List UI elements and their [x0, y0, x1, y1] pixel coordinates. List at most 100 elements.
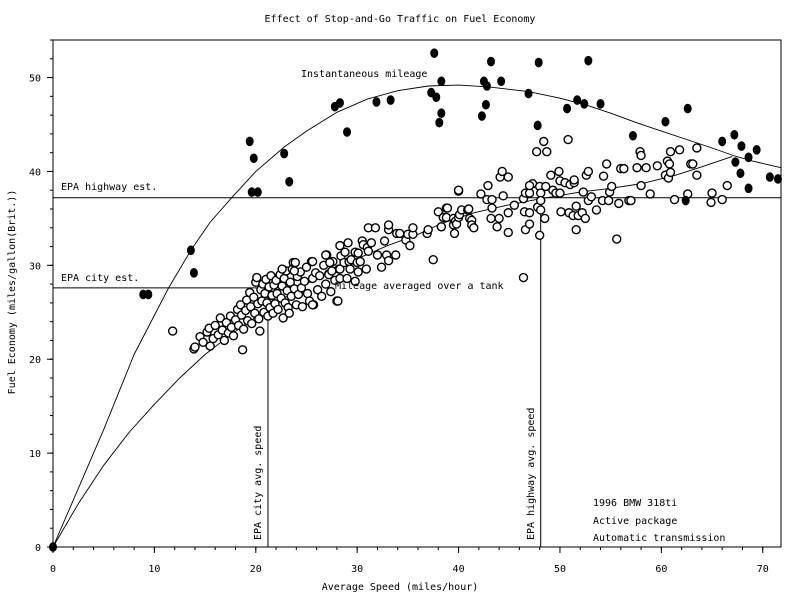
car-transmission-label: Automatic transmission	[593, 533, 725, 544]
chart-title: Effect of Stop-and-Go Traffic on Fuel Ec…	[265, 14, 536, 25]
instantaneous-mileage-point	[533, 120, 542, 131]
label-epa-city-avg-speed: EPA city avg. speed	[253, 426, 264, 540]
averaged-mileage-point	[335, 240, 345, 251]
averaged-mileage-point	[692, 143, 702, 153]
instantaneous-mileage-point	[573, 95, 582, 105]
averaged-mileage-point	[692, 170, 702, 180]
averaged-mileage-point	[492, 222, 502, 232]
averaged-mileage-point	[453, 185, 464, 195]
instantaneous-mileage-point	[497, 76, 506, 87]
averaged-mileage-point	[524, 219, 535, 229]
averaged-mileage-point	[350, 276, 360, 286]
averaged-mileage-point	[486, 213, 496, 224]
y-tick-label: 50	[29, 74, 41, 85]
averaged-mileage-point	[343, 238, 353, 248]
averaged-mileage-point	[345, 264, 355, 274]
averaged-mileage-point	[249, 292, 259, 302]
instantaneous-mileage-curve	[52, 84, 782, 548]
averaged-mileage-point	[503, 172, 513, 182]
averaged-mileage-point	[376, 262, 387, 272]
instantaneous-mileage-point	[335, 98, 344, 108]
instantaneous-mileage-point	[253, 187, 262, 197]
averaged-mileage-point	[252, 272, 262, 283]
averaged-mileage-point	[636, 150, 646, 161]
instantaneous-mileage-point	[730, 130, 739, 140]
averaged-mileage-point	[383, 220, 394, 230]
averaged-mileage-point	[299, 276, 310, 286]
instantaneous-mileage-point	[372, 97, 381, 107]
averaged-mileage-point	[626, 195, 636, 206]
averaged-mileage-point	[614, 198, 624, 209]
averaged-mileage-point	[312, 285, 323, 295]
averaged-mileage-point	[717, 194, 727, 205]
averaged-mileage-point	[326, 286, 336, 297]
averaged-mileage-point	[205, 341, 215, 351]
instantaneous-mileage-point	[681, 195, 690, 206]
averaged-mileage-point	[436, 222, 447, 232]
averaged-mileage-point	[254, 314, 264, 324]
instantaneous-mileage-point	[280, 148, 289, 159]
averaged-mileage-point	[542, 147, 552, 157]
averaged-mileage-point	[307, 300, 318, 310]
averaged-mileage-point	[405, 240, 415, 251]
averaged-mileage-point	[464, 204, 474, 214]
averaged-mileage-point	[469, 223, 479, 233]
instantaneous-mileage-point	[437, 76, 446, 87]
y-axis-label: Fuel Economy (miles/gallon(Brit.))	[7, 190, 18, 395]
x-tick-label: 20	[250, 564, 262, 575]
averaged-mileage-point	[391, 250, 401, 260]
reference-lines	[53, 197, 781, 547]
averaged-mileage-point	[284, 308, 294, 318]
instantaneous-mileage-point	[386, 95, 395, 105]
averaged-mileage-point	[355, 256, 365, 267]
averaged-mileage-point	[707, 188, 717, 198]
x-tick-label: 70	[757, 564, 769, 575]
averaged-mileage-point	[228, 331, 239, 341]
averaged-mileage-point	[571, 224, 581, 235]
label-mileage-averaged: Mileage averaged over a tank	[335, 281, 504, 292]
averaged-mileage-point	[327, 266, 337, 276]
instantaneous-mileage-point	[744, 183, 753, 194]
averaged-mileage-point	[688, 159, 698, 169]
averaged-mileage-point	[535, 205, 546, 215]
averaged-mileage-point	[190, 342, 200, 352]
averaged-mileage-point	[669, 194, 680, 205]
label-epa-highway-avg-speed: EPA highway avg. speed	[526, 408, 537, 540]
averaged-mileage-point	[449, 228, 460, 239]
instantaneous-mileage-point	[628, 130, 637, 141]
instantaneous-mileage-point	[765, 172, 774, 182]
averaged-mileage-point	[524, 180, 535, 191]
label-instantaneous-mileage: Instantaneous mileage	[301, 69, 427, 80]
averaged-mileage-point	[636, 180, 646, 191]
instantaneous-mileage-point	[661, 116, 670, 127]
instantaneous-mileage-point	[437, 108, 446, 119]
instantaneous-mileage-point	[477, 111, 486, 121]
averaged-mileage-curve	[52, 155, 733, 548]
averaged-mileage-point	[524, 188, 535, 198]
averaged-mileage-point	[556, 207, 566, 217]
averaged-mileage-point	[238, 324, 249, 334]
averaged-mileage-point	[408, 223, 418, 233]
averaged-mileage-point	[665, 167, 676, 178]
averaged-mileage-point	[353, 267, 363, 277]
x-axis-label: Average Speed (miles/hour)	[322, 582, 479, 593]
averaged-mileage-point	[277, 264, 287, 274]
averaged-mileage-point	[494, 213, 504, 224]
label-epa-city-est: EPA city est.	[61, 273, 139, 284]
averaged-mileage-point	[540, 213, 550, 224]
averaged-mileage-point	[333, 296, 343, 306]
instantaneous-mileage-point	[534, 57, 543, 68]
instantaneous-mileage-point	[430, 48, 439, 58]
averaged-mileage-point	[578, 187, 588, 197]
averaged-mileage-point	[632, 162, 642, 173]
x-tick-label: 60	[655, 564, 667, 575]
x-tick-label: 10	[148, 564, 160, 575]
x-tick-label: 40	[453, 564, 465, 575]
averaged-mileage-point	[612, 234, 622, 244]
averaged-mileage-point	[603, 195, 614, 206]
averaged-mileage-point	[366, 238, 377, 248]
instantaneous-mileage-point	[580, 99, 589, 109]
y-tick-label: 10	[29, 449, 41, 460]
averaged-mileage-point	[591, 205, 602, 215]
averaged-mileage-point	[497, 166, 507, 177]
